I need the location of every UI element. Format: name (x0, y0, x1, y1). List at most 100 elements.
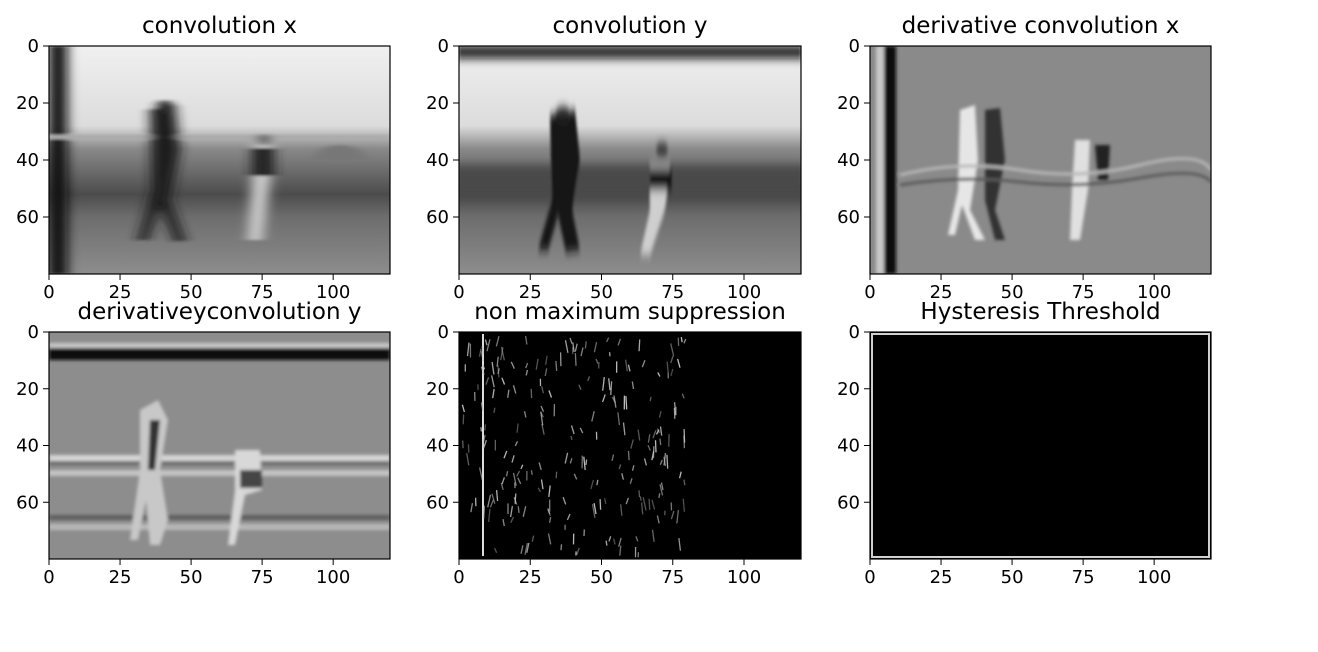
edge-stroke (496, 356, 499, 367)
edge-stroke (654, 440, 657, 453)
edge-stroke (648, 498, 651, 510)
image-derivativey-convolution-y (49, 332, 390, 559)
edge-stroke (507, 389, 510, 398)
edge-stroke (624, 359, 628, 372)
edge-stroke (530, 470, 533, 475)
edge-stroke (647, 434, 651, 443)
edge-stroke (631, 465, 635, 471)
y-tick-label: 20 (837, 93, 860, 114)
edge-stroke (682, 498, 686, 512)
edge-stroke (670, 355, 674, 364)
edge-stroke (659, 459, 663, 466)
panel-convolution-x: convolution x (48, 13, 391, 275)
edge-stroke (608, 378, 611, 391)
edge-stroke (517, 477, 522, 485)
edge-stroke (606, 337, 610, 343)
edge-stroke (569, 337, 573, 344)
panel-derivative-convolution-x: derivative convolution x (869, 13, 1212, 275)
edge-stroke (520, 545, 524, 554)
edge-stroke (481, 402, 484, 411)
y-tick-label: 60 (16, 492, 39, 513)
edge-stroke (503, 450, 508, 459)
edge-stroke (487, 508, 491, 522)
y-tick-label: 60 (837, 492, 860, 513)
x-tick-label: 50 (590, 282, 613, 303)
edge-stroke (659, 484, 664, 496)
edge-stroke (500, 482, 504, 491)
edge-stroke (573, 473, 578, 480)
x-tick-label: 0 (864, 567, 875, 588)
y-tick-label: 0 (28, 322, 39, 343)
y-tick-label: 40 (16, 436, 39, 457)
edge-stroke (590, 479, 595, 490)
x-tick-label: 25 (109, 282, 132, 303)
edge-stroke (522, 506, 527, 518)
edge-stroke (490, 375, 495, 388)
edge-stroke (595, 358, 599, 364)
edge-stroke (601, 394, 606, 403)
image-convolution-x (49, 46, 390, 274)
edge-stroke (585, 459, 588, 465)
edge-stroke (510, 516, 515, 523)
panel-derivativey-convolution-y: derivativeyconvolution y (48, 299, 391, 560)
edge-stroke (548, 516, 552, 523)
edge-stroke (627, 450, 630, 461)
panel-title-derivative-convolution-x: derivative convolution x (902, 13, 1180, 39)
edge-stroke (638, 490, 641, 498)
edge-stroke (670, 368, 674, 376)
edge-stroke (591, 411, 595, 422)
x-tick-label: 100 (316, 282, 350, 303)
panel-convolution-y: convolution y (458, 13, 802, 275)
y-tick-label: 0 (849, 36, 860, 57)
edge-stroke (658, 493, 661, 499)
x-tick-label: 25 (519, 567, 542, 588)
edge-stroke (680, 336, 683, 343)
edge-stroke (516, 470, 521, 477)
edge-stroke (617, 412, 621, 426)
edge-stroke (587, 376, 591, 382)
edge-stroke (618, 537, 622, 547)
x-tick-label: 50 (180, 567, 203, 588)
x-tick-label: 50 (1001, 282, 1024, 303)
edge-stroke (485, 377, 490, 385)
edge-stroke (562, 496, 567, 505)
edge-stroke (489, 499, 494, 508)
x-tick-label: 75 (1072, 282, 1095, 303)
edge-stroke (642, 497, 647, 511)
edge-stroke (631, 381, 635, 390)
edge-stroke (630, 439, 634, 449)
edge-stroke (605, 540, 608, 546)
edge-stroke (482, 364, 486, 370)
edge-stroke (610, 381, 613, 396)
edge-stroke (478, 467, 483, 481)
edge-stroke (593, 341, 598, 353)
edge-stroke (678, 471, 682, 479)
y-tick-label: 60 (426, 492, 449, 513)
edge-stroke (544, 368, 548, 377)
edge-stroke (576, 547, 580, 556)
y-tick-label: 60 (16, 207, 39, 228)
x-tick-label: 100 (727, 567, 761, 588)
edge-stroke (487, 494, 492, 508)
y-tick-label: 20 (426, 379, 449, 400)
edge-stroke (560, 544, 563, 551)
edge-stroke (484, 424, 487, 431)
edge-stroke (570, 425, 575, 435)
edge-stroke (547, 533, 552, 545)
edge-stroke (538, 462, 542, 470)
edge-stroke (547, 508, 551, 517)
edge-stroke (512, 472, 517, 486)
edge-stroke (676, 510, 680, 524)
edge-stroke (599, 499, 602, 510)
y-tick-label: 60 (426, 207, 449, 228)
x-tick-label: 75 (1072, 567, 1095, 588)
edge-stroke (641, 359, 646, 368)
edge-stroke (540, 405, 545, 412)
edge-stroke (514, 441, 519, 447)
edge-stroke (481, 434, 486, 447)
y-tick-label: 60 (837, 207, 860, 228)
edge-stroke (659, 438, 662, 446)
edge-stroke (523, 411, 527, 418)
image-derivative-convolution-x (870, 46, 1211, 274)
edge-stroke (635, 536, 639, 542)
